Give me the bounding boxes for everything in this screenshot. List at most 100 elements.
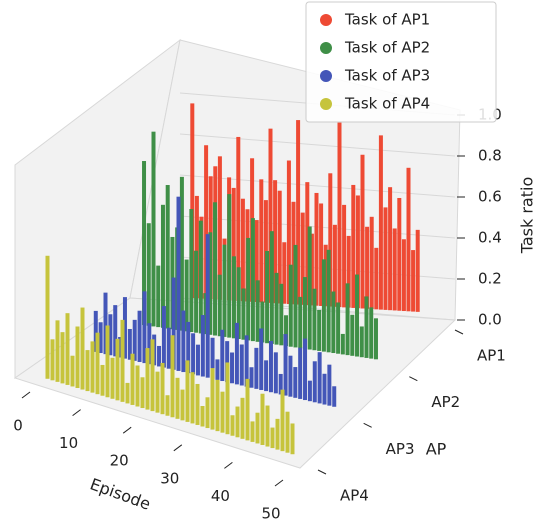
bar [397, 197, 402, 311]
y-axis-label: AP [426, 440, 447, 459]
z-tick-label: 0.0 [478, 311, 502, 329]
bar [208, 232, 213, 335]
bar [93, 310, 98, 352]
bar [195, 383, 200, 425]
bar [268, 340, 273, 393]
bar [75, 326, 80, 389]
bar [190, 103, 195, 299]
bar [205, 397, 210, 429]
bar [360, 154, 365, 309]
bar [270, 427, 275, 449]
legend-label: Task of AP2 [344, 39, 430, 57]
y-tick-label: AP2 [431, 393, 460, 411]
bar [260, 393, 265, 445]
bar [249, 367, 254, 388]
x-tick [173, 444, 183, 452]
bar [345, 283, 350, 356]
bar [160, 204, 165, 328]
bar [171, 277, 176, 370]
bar [317, 309, 322, 351]
bar [234, 322, 239, 385]
bar [309, 233, 314, 306]
bar [220, 329, 225, 382]
x-tick [72, 409, 81, 417]
bar [175, 377, 180, 419]
bar [388, 187, 393, 311]
bar [275, 418, 280, 450]
bar [213, 202, 218, 336]
bar [165, 395, 170, 416]
legend-marker [320, 70, 332, 82]
bar [254, 220, 259, 303]
bar [411, 250, 416, 312]
bar [100, 364, 105, 396]
bar [326, 249, 331, 353]
bar [122, 297, 127, 359]
bar [217, 156, 222, 300]
bar [194, 195, 199, 299]
bar [298, 347, 303, 399]
bar [351, 184, 356, 308]
y-tick [317, 469, 327, 475]
bar [195, 344, 200, 376]
y-tick [454, 329, 464, 335]
bar [392, 228, 397, 311]
bar [288, 355, 293, 397]
bar [346, 235, 351, 308]
bar [290, 423, 295, 455]
bar [307, 380, 312, 402]
bar [170, 335, 175, 418]
bar [254, 347, 259, 389]
bar [303, 338, 308, 401]
legend-marker [320, 14, 332, 26]
bar [180, 389, 185, 421]
bar [204, 145, 209, 299]
bar [142, 161, 147, 326]
bar [231, 187, 236, 301]
x-tick-label: 40 [211, 487, 230, 505]
bar [359, 326, 364, 358]
bar [250, 421, 255, 442]
bar [135, 365, 140, 407]
bar [240, 198, 245, 302]
bar [176, 196, 181, 371]
bar [231, 256, 236, 339]
bar [250, 218, 255, 342]
bar [246, 237, 251, 341]
bar [286, 160, 291, 305]
bar [230, 415, 235, 436]
bar [259, 328, 264, 390]
legend-label: Task of AP3 [344, 67, 430, 85]
bar [217, 274, 222, 337]
bar [322, 373, 327, 405]
bar [210, 337, 215, 379]
bar [103, 292, 108, 355]
bar [328, 173, 333, 307]
bar [241, 288, 246, 340]
bar [283, 334, 288, 396]
bar [307, 226, 312, 350]
bar [55, 320, 60, 382]
bar [166, 327, 171, 369]
bar [132, 319, 137, 361]
bar [255, 412, 260, 444]
bar [147, 323, 152, 365]
bar [227, 194, 232, 338]
bar [60, 332, 65, 384]
bar [378, 135, 383, 310]
bar [406, 167, 411, 312]
bar [279, 283, 284, 346]
bar [268, 128, 273, 303]
x-tick [274, 479, 284, 487]
bar [160, 362, 165, 415]
bar [337, 122, 342, 308]
bar [336, 302, 341, 354]
z-axis-label: Task ratio [518, 177, 537, 255]
z-tick-label: 0.2 [478, 270, 502, 288]
bar [151, 131, 156, 327]
x-tick-label: 30 [160, 469, 179, 487]
bar [203, 293, 208, 335]
bar [273, 180, 278, 304]
bar [70, 355, 75, 387]
